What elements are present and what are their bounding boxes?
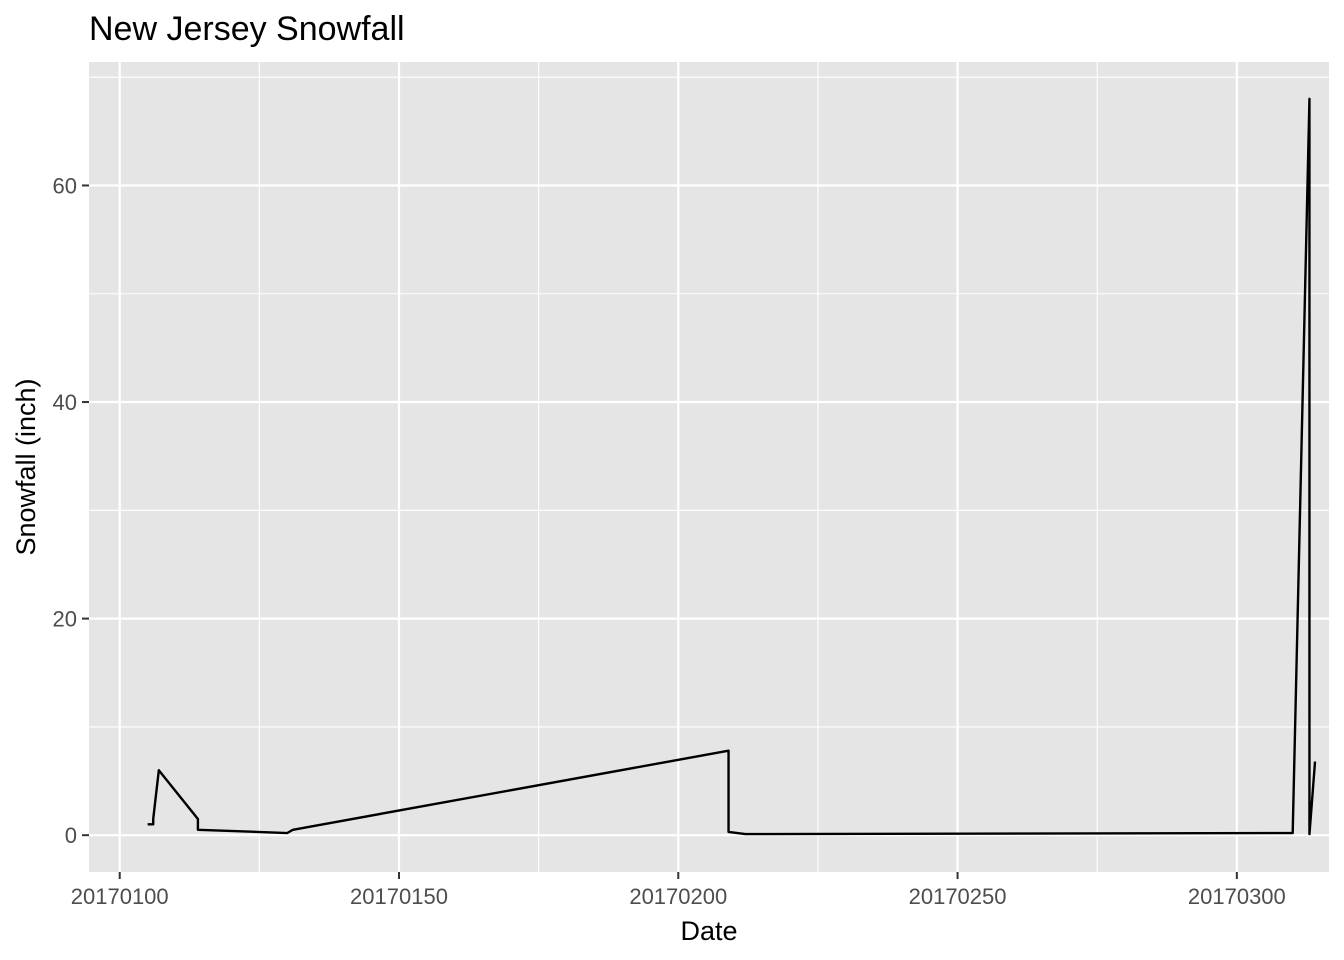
x-axis-title: Date xyxy=(680,916,737,946)
y-tick-label: 40 xyxy=(53,390,77,415)
y-tick-label: 0 xyxy=(65,823,77,848)
x-tick-label: 20170100 xyxy=(71,884,169,909)
x-axis: 20170100 20170150 20170200 20170250 20170300 xyxy=(71,872,1286,909)
chart-title: New Jersey Snowfall xyxy=(89,10,405,48)
x-tick-label: 20170300 xyxy=(1188,884,1286,909)
y-tick-label: 20 xyxy=(53,607,77,632)
major-gridlines xyxy=(89,62,1329,872)
x-tick-label: 20170200 xyxy=(629,884,727,909)
plot-panel xyxy=(89,62,1329,872)
y-axis-title: Snowfall (inch) xyxy=(11,378,41,555)
y-tick-label: 60 xyxy=(53,173,77,198)
x-tick-label: 20170150 xyxy=(350,884,448,909)
x-tick-label: 20170250 xyxy=(909,884,1007,909)
y-axis: 0 20 40 60 xyxy=(53,173,89,848)
series-line-0 xyxy=(147,97,1317,836)
series-layer xyxy=(147,97,1317,836)
minor-gridlines xyxy=(89,62,1329,872)
